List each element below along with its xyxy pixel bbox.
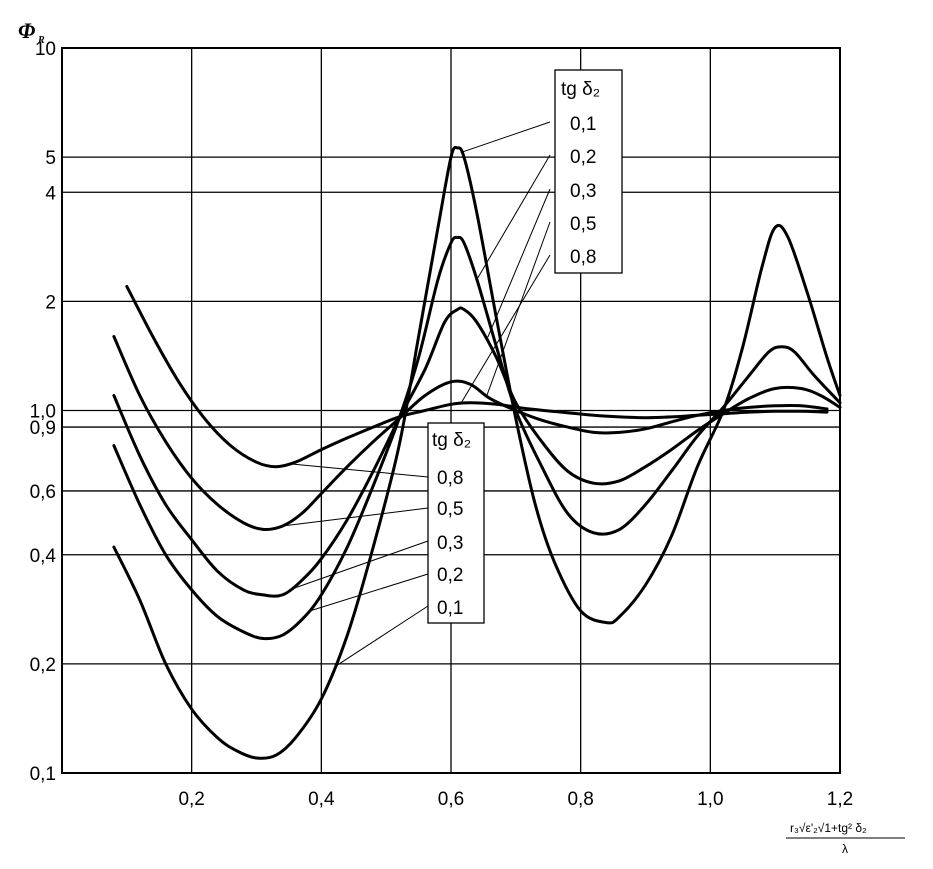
y-tick-label-6: 2 bbox=[45, 292, 56, 313]
leader-line-3 bbox=[486, 221, 551, 397]
y-tick-label-2: 0,4 bbox=[30, 546, 57, 567]
upper-legend-label-1: 0,2 bbox=[570, 147, 596, 168]
y-tick-label-7: 4 bbox=[45, 183, 56, 204]
lower-legend-label-3: 0,2 bbox=[437, 565, 463, 586]
series-line-2 bbox=[112, 306, 842, 598]
upper-legend: tg δ₂ 0,1 0,2 0,3 0,5 0,8 bbox=[554, 69, 623, 274]
x-tick-label-4: 1,0 bbox=[697, 789, 723, 810]
leader-line-6 bbox=[282, 507, 429, 527]
leader-lines bbox=[282, 121, 551, 668]
leader-line-5 bbox=[288, 463, 429, 478]
series-line-0 bbox=[112, 145, 842, 760]
tick-labels: 0,2 0,4 0,6 0,8 1,0 1,20,10,20,40,60,91,02451… bbox=[30, 39, 854, 810]
x-tick-label-0: 0,2 bbox=[178, 789, 204, 810]
lower-legend-label-2: 0,3 bbox=[437, 533, 463, 554]
leader-line-7 bbox=[288, 540, 429, 591]
lower-legend-title: tg δ₂ bbox=[432, 430, 471, 451]
leader-line-8 bbox=[308, 573, 429, 612]
leader-line-4 bbox=[460, 254, 551, 404]
upper-legend-label-2: 0,3 bbox=[570, 181, 596, 202]
x-axis-label-denominator: λ bbox=[842, 842, 848, 856]
lower-legend-box bbox=[427, 422, 485, 624]
y-tick-label-9: 10 bbox=[35, 39, 56, 60]
leader-line-1 bbox=[476, 154, 551, 280]
upper-legend-label-4: 0,8 bbox=[570, 247, 596, 268]
y-tick-label-4: 0,9 bbox=[30, 418, 56, 439]
grid bbox=[61, 47, 841, 774]
leader-line-9 bbox=[334, 605, 429, 668]
lower-legend-label-4: 0,1 bbox=[437, 598, 463, 619]
upper-legend-title: tg δ₂ bbox=[561, 79, 600, 100]
y-tick-label-5: 1,0 bbox=[30, 402, 56, 423]
y-axis-label-subscript: R bbox=[37, 35, 45, 46]
x-axis-label-numerator: r₃√ε'₂√1+tg² δ₂ bbox=[790, 821, 867, 835]
y-tick-label-3: 0,6 bbox=[30, 482, 56, 503]
leader-line-0 bbox=[460, 121, 551, 154]
y-axis-label: Φ bbox=[18, 18, 35, 43]
lower-legend: tg δ₂ 0,8 0,5 0,3 0,2 0,1 bbox=[427, 422, 485, 624]
upper-legend-label-3: 0,5 bbox=[570, 214, 596, 235]
y-tick-label-1: 0,2 bbox=[30, 655, 56, 676]
upper-legend-label-0: 0,1 bbox=[570, 114, 596, 135]
x-tick-label-2: 0,6 bbox=[438, 789, 464, 810]
lower-legend-label-0: 0,8 bbox=[437, 468, 463, 489]
upper-legend-box bbox=[554, 69, 623, 274]
y-tick-label-8: 5 bbox=[45, 148, 56, 169]
x-tick-label-3: 0,8 bbox=[567, 789, 593, 810]
lower-legend-label-1: 0,5 bbox=[437, 499, 463, 520]
x-tick-label-1: 0,4 bbox=[308, 789, 335, 810]
x-axis-label: r₃√ε'₂√1+tg² δ₂ λ bbox=[786, 821, 905, 856]
y-tick-label-0: 0,1 bbox=[30, 764, 56, 785]
x-tick-label-5: 1,2 bbox=[827, 789, 853, 810]
series-line-1 bbox=[112, 235, 842, 641]
leader-line-2 bbox=[486, 188, 551, 341]
